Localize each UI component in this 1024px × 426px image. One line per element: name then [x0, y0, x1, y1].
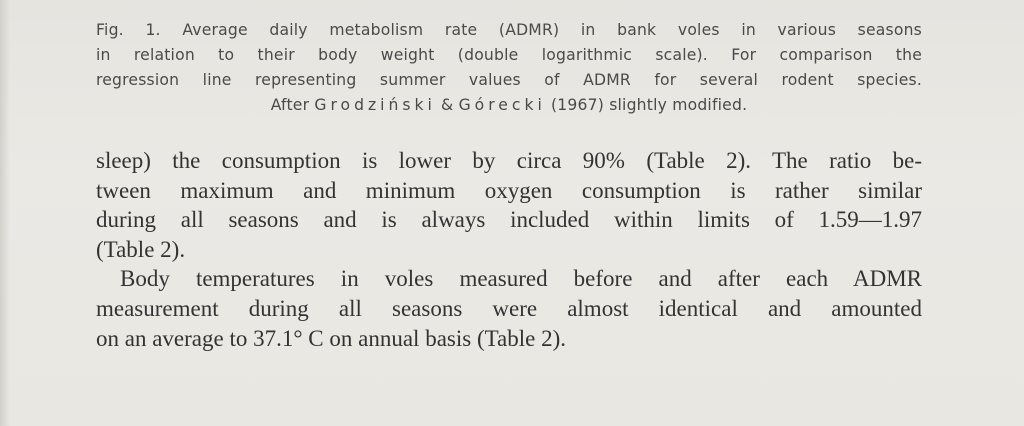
- caption-ampersand: &: [441, 96, 454, 114]
- caption-line-1: Fig. 1. Average daily metabolism rate (A…: [96, 21, 922, 39]
- caption-line-4: After Grodziński & Górecki (1967) slight…: [96, 93, 922, 118]
- figure-caption: Fig. 1. Average daily metabolism rate (A…: [96, 18, 922, 118]
- caption-after: After: [270, 96, 310, 114]
- caption-author-1: Grodziński: [314, 96, 436, 114]
- paragraph-1-line-1: sleep) the consumption is lower by circa…: [96, 148, 922, 173]
- paragraph-2: Body temperatures in voles measured befo…: [96, 264, 922, 353]
- page-edge-shadow: [0, 0, 10, 426]
- body-text: sleep) the consumption is lower by circa…: [96, 146, 922, 353]
- caption-year-note: (1967) slightly modified.: [550, 96, 748, 114]
- caption-line-2: in relation to their body weight (double…: [96, 46, 922, 64]
- paragraph-2-line-2: measurement during all seasons were almo…: [96, 295, 922, 321]
- paragraph-1-line-4: (Table 2).: [96, 236, 186, 262]
- paragraph-1: sleep) the consumption is lower by circa…: [96, 146, 922, 264]
- caption-line-3: regression line representing summer valu…: [96, 71, 922, 89]
- paragraph-1-line-2: tween maximum and minimum oxygen consump…: [96, 177, 922, 203]
- paragraph-2-line-3: on an average to 37.1° C on annual basis…: [96, 325, 567, 351]
- paragraph-1-line-3: during all seasons and is always include…: [96, 207, 922, 233]
- caption-author-2: Górecki: [458, 96, 546, 114]
- paragraph-2-line-1: Body temperatures in voles measured befo…: [120, 266, 922, 292]
